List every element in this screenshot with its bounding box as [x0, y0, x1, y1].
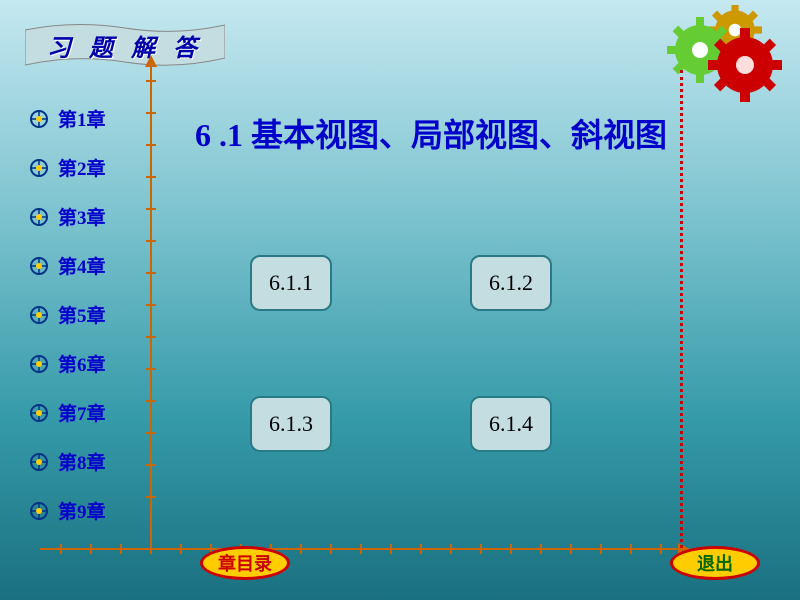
sidebar-label: 第2章	[58, 154, 106, 181]
bullet-icon	[30, 306, 48, 324]
sidebar-label: 第6章	[58, 350, 106, 377]
subsection-button-612[interactable]: 6.1.2	[470, 255, 552, 311]
section-title: 6 .1 基本视图、局部视图、斜视图	[195, 110, 667, 156]
header-title: 习 题 解 答	[47, 28, 203, 63]
sidebar-label: 第7章	[58, 399, 106, 426]
subsection-button-611[interactable]: 6.1.1	[250, 255, 332, 311]
exit-button[interactable]: 退出	[670, 546, 760, 580]
sidebar-item-ch1[interactable]: 第1章	[30, 105, 140, 132]
sidebar-label: 第1章	[58, 105, 106, 132]
toc-label: 章目录	[218, 550, 272, 576]
horizontal-ticks	[60, 544, 690, 554]
subsection-button-613[interactable]: 6.1.3	[250, 396, 332, 452]
sidebar-label: 第9章	[58, 497, 106, 524]
sidebar-label: 第8章	[58, 448, 106, 475]
bullet-icon	[30, 110, 48, 128]
sidebar-item-ch5[interactable]: 第5章	[30, 301, 140, 328]
vertical-ticks	[146, 80, 156, 528]
dashed-vertical-line	[680, 70, 683, 548]
exit-label: 退出	[697, 550, 733, 576]
sidebar-item-ch8[interactable]: 第8章	[30, 448, 140, 475]
sidebar-item-ch7[interactable]: 第7章	[30, 399, 140, 426]
bullet-icon	[30, 453, 48, 471]
subsection-button-614[interactable]: 6.1.4	[470, 396, 552, 452]
bullet-icon	[30, 404, 48, 422]
bullet-icon	[30, 159, 48, 177]
sidebar-item-ch3[interactable]: 第3章	[30, 203, 140, 230]
toc-button[interactable]: 章目录	[200, 546, 290, 580]
sidebar-item-ch2[interactable]: 第2章	[30, 154, 140, 181]
sidebar-label: 第3章	[58, 203, 106, 230]
sidebar-item-ch9[interactable]: 第9章	[30, 497, 140, 524]
sidebar-item-ch4[interactable]: 第4章	[30, 252, 140, 279]
sidebar-item-ch6[interactable]: 第6章	[30, 350, 140, 377]
subsection-grid: 6.1.1 6.1.2 6.1.3 6.1.4	[250, 255, 590, 452]
sidebar-label: 第5章	[58, 301, 106, 328]
bullet-icon	[30, 208, 48, 226]
chapter-sidebar: 第1章 第2章 第3章 第4章 第5章 第6章 第7章 第8章 第9章	[30, 105, 140, 546]
bullet-icon	[30, 502, 48, 520]
header-banner: 习 题 解 答	[25, 20, 225, 70]
bullet-icon	[30, 257, 48, 275]
bullet-icon	[30, 355, 48, 373]
sidebar-label: 第4章	[58, 252, 106, 279]
